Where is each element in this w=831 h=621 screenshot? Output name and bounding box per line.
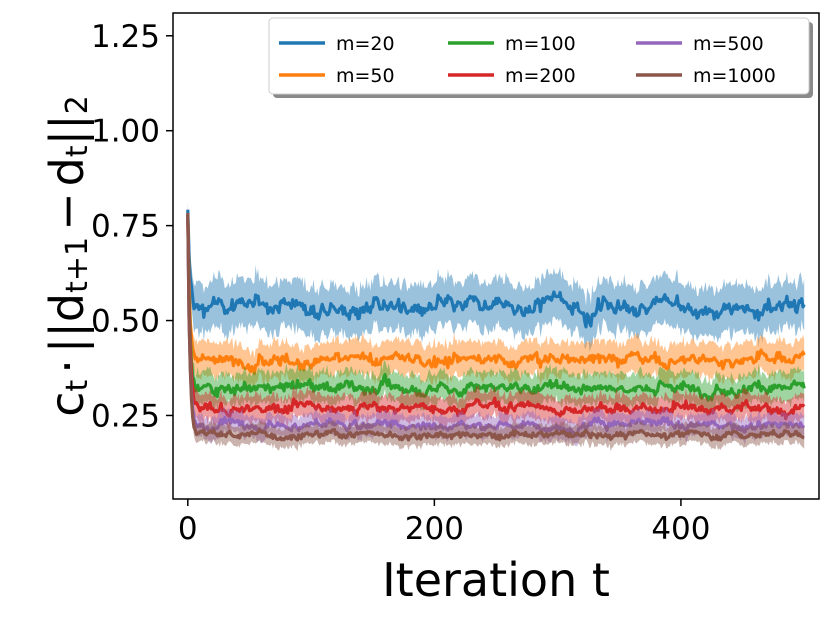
- x-tick-label: 400: [651, 511, 710, 547]
- ylabel-d1: d: [40, 293, 94, 322]
- ylabel-c: c: [40, 391, 94, 416]
- legend-entry-m=500: m=500: [636, 33, 764, 55]
- ylabel-dot: ·: [40, 359, 94, 374]
- band-m=500: [187, 208, 805, 447]
- x-tick-label: 0: [178, 511, 198, 547]
- x-tick-label: 200: [405, 511, 464, 547]
- band-m=50: [187, 204, 805, 390]
- legend-label: m=50: [336, 65, 395, 87]
- band-m=1000: [187, 207, 805, 452]
- legend-entry-m=1000: m=1000: [636, 65, 776, 87]
- legend-entry-m=200: m=200: [448, 65, 576, 87]
- legend-label: m=500: [693, 33, 764, 55]
- y-axis-label: ct·||dt+1−dt||2: [40, 95, 95, 417]
- ylabel-d2: d: [40, 157, 94, 186]
- series-m=200: [186, 210, 806, 433]
- legend-label: m=1000: [693, 65, 776, 87]
- y-tick-label: 0.75: [91, 209, 160, 245]
- y-tick-label: 1.25: [91, 19, 160, 55]
- ylabel-norm-sub: 2: [60, 95, 95, 114]
- legend-label: m=20: [336, 33, 395, 55]
- ylabel-d1-sub: t+1: [60, 237, 95, 293]
- line-m=500: [186, 215, 806, 438]
- legend-entry-m=50: m=50: [279, 65, 395, 87]
- line-m=100: [186, 214, 806, 402]
- series-m=1000: [186, 207, 805, 452]
- legend-label: m=200: [505, 65, 576, 87]
- x-axis-label: Iteration t: [382, 553, 610, 607]
- legend-label: m=100: [505, 33, 576, 55]
- series-m=20: [186, 202, 806, 352]
- legend-entry-m=20: m=20: [279, 33, 395, 55]
- y-tick-label: 0.50: [91, 304, 160, 340]
- y-tick-label: 0.25: [91, 398, 160, 434]
- series-m=50: [186, 204, 806, 390]
- y-tick-label: 1.00: [91, 114, 160, 150]
- band-m=100: [187, 209, 805, 418]
- series-m=100: [186, 209, 806, 418]
- line-m=20: [186, 209, 806, 329]
- ylabel-d2-sub: t: [60, 145, 95, 157]
- ylabel-minus: −: [40, 192, 94, 231]
- ylabel-c-sub: t: [60, 379, 95, 391]
- axes-layer: 0 200 400 0.25 0.50 0.75 1.00 1.25: [91, 12, 820, 547]
- series-m=500: [186, 208, 806, 447]
- ylabel-bars-open: ||: [40, 322, 95, 353]
- line-m=50: [186, 214, 806, 376]
- plot-frame: [172, 12, 820, 500]
- legend-entry-m=100: m=100: [448, 33, 576, 55]
- legend: m=20 m=50 m=100 m=200 m=500 m=1000: [268, 17, 813, 98]
- line-m=1000: [186, 212, 805, 442]
- ylabel-bars-close: ||: [40, 114, 95, 145]
- line-m=200: [186, 215, 806, 421]
- series-layer: [186, 202, 806, 452]
